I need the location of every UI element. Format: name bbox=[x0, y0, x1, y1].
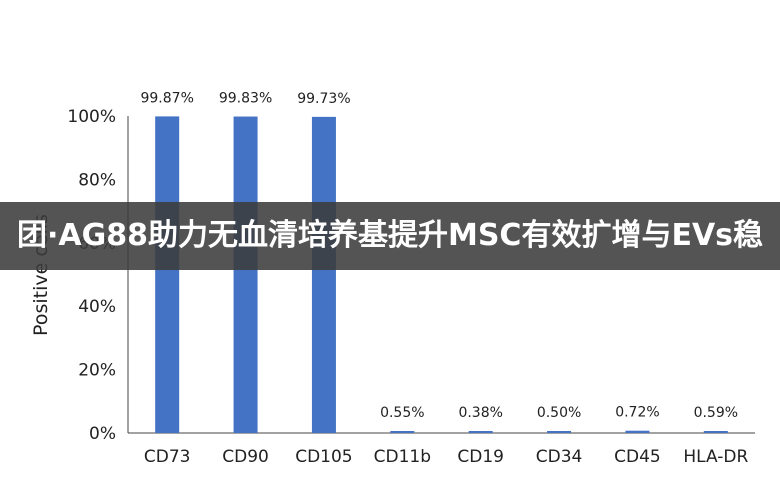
y-tick-label: 100% bbox=[67, 107, 116, 127]
bar-cd73 bbox=[155, 116, 180, 433]
x-tick-label-cd90: CD90 bbox=[222, 447, 269, 467]
y-tick-label: 0% bbox=[89, 424, 116, 444]
data-label-cd11b: 0.55% bbox=[380, 405, 424, 421]
x-tick-label-cd73: CD73 bbox=[144, 447, 191, 467]
data-label-cd34: 0.50% bbox=[537, 405, 581, 421]
data-label-cd19: 0.38% bbox=[458, 405, 502, 421]
bar-cd90 bbox=[233, 116, 258, 433]
data-label-hla-dr: 0.59% bbox=[694, 405, 738, 421]
data-label-cd73: 99.87% bbox=[140, 90, 193, 106]
x-tick-label-cd19: CD19 bbox=[457, 447, 504, 467]
y-tick-label: 80% bbox=[78, 170, 116, 190]
x-tick-label-cd11b: CD11b bbox=[374, 447, 431, 467]
x-tick-label-hla-dr: HLA-DR bbox=[683, 447, 748, 467]
overlay-banner: 团·AG88助力无血清培养基提升MSC有效扩增与EVs稳 bbox=[0, 202, 780, 270]
bar-group bbox=[155, 116, 728, 434]
x-tick-label-cd34: CD34 bbox=[536, 447, 583, 467]
y-tick-label: 20% bbox=[78, 361, 116, 381]
data-label-cd90: 99.83% bbox=[219, 91, 272, 107]
data-label-cd105: 99.73% bbox=[297, 91, 350, 107]
bar-hla-dr bbox=[703, 431, 728, 433]
bar-cd34 bbox=[547, 431, 572, 433]
bar-cd19 bbox=[468, 431, 493, 433]
data-label-group: 99.87% 99.83% 99.73% 0.55% 0.38% 0.50% 0.72% 0.… bbox=[140, 90, 738, 421]
y-tick-label: 40% bbox=[78, 297, 116, 317]
data-label-cd45: 0.72% bbox=[615, 405, 659, 421]
bar-cd105 bbox=[311, 116, 336, 434]
bar-cd45 bbox=[625, 430, 650, 433]
bar-cd11b bbox=[390, 431, 415, 433]
x-tick-label-cd45: CD45 bbox=[614, 447, 661, 467]
x-tick-group: CD73 CD90 CD105 CD11b CD19 CD34 CD45 HLA-DR bbox=[144, 447, 749, 467]
x-tick-label-cd105: CD105 bbox=[295, 447, 352, 467]
